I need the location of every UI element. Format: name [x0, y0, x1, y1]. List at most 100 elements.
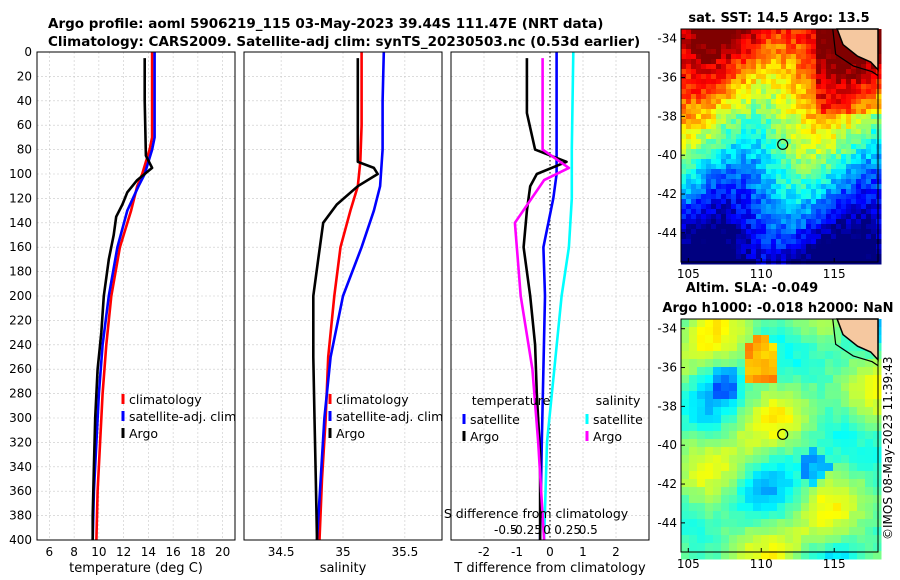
map-cell	[701, 34, 707, 40]
map-cell	[811, 234, 817, 240]
map-cell	[716, 149, 722, 155]
map-cell	[771, 44, 777, 50]
map-cell	[851, 254, 857, 260]
map-cell	[866, 94, 872, 100]
map-cell	[809, 479, 818, 488]
map-cell	[745, 383, 754, 392]
map-cell	[771, 109, 777, 115]
map-cell	[777, 503, 786, 512]
map-cell	[686, 69, 692, 75]
map-cell	[705, 495, 714, 504]
map-cell	[841, 139, 847, 145]
map-cell	[686, 229, 692, 235]
map-cell	[796, 184, 802, 190]
map-cell	[691, 49, 697, 55]
map-cell	[716, 34, 722, 40]
map-cell	[736, 214, 742, 220]
map-cell	[831, 49, 837, 55]
map-cell	[761, 383, 770, 392]
map-cell	[706, 64, 712, 70]
map-cell	[871, 239, 877, 245]
map-cell	[781, 49, 787, 55]
map-cell	[756, 139, 762, 145]
map-cell	[697, 407, 706, 416]
map-cell	[697, 327, 706, 336]
map-cell	[811, 184, 817, 190]
map-cell	[736, 69, 742, 75]
map-cell	[697, 511, 706, 520]
difference-panel: -2 -1 0 1 2T difference from climatologytemp…	[444, 51, 650, 576]
map-cell	[756, 89, 762, 95]
map-cell	[711, 54, 717, 60]
map-cell	[705, 391, 714, 400]
map-cell	[706, 174, 712, 180]
y-tick-label: 160	[9, 240, 32, 254]
map-cell	[871, 174, 877, 180]
map-cell	[737, 471, 746, 480]
map-cell	[791, 64, 797, 70]
map-cell	[745, 319, 754, 328]
map-cell	[713, 527, 722, 536]
map-cell	[721, 159, 727, 165]
map-cell	[821, 194, 827, 200]
map-cell	[831, 109, 837, 115]
map-cell	[865, 495, 874, 504]
map-cell	[745, 431, 754, 440]
map-cell	[861, 194, 867, 200]
map-cell	[776, 64, 782, 70]
map-cell	[766, 114, 772, 120]
map-cell	[811, 139, 817, 145]
map-cell	[751, 179, 757, 185]
map-cell	[816, 219, 822, 225]
map-cell	[696, 64, 702, 70]
map-cell	[796, 104, 802, 110]
map-cell	[866, 239, 872, 245]
map-cell	[861, 174, 867, 180]
map-cell	[696, 169, 702, 175]
map-cell	[745, 447, 754, 456]
map-cell	[769, 479, 778, 488]
map-cell	[691, 44, 697, 50]
map-cell	[689, 335, 698, 344]
map-cell	[761, 543, 770, 552]
map-cell	[776, 159, 782, 165]
map-cell	[857, 551, 866, 560]
map-cell	[781, 159, 787, 165]
map-cell	[756, 44, 762, 50]
map-cell	[876, 174, 882, 180]
map-cell	[697, 527, 706, 536]
map-cell	[741, 124, 747, 130]
map-cell	[871, 219, 877, 225]
map-cell	[726, 219, 732, 225]
map-cell	[741, 239, 747, 245]
map-cell	[849, 367, 858, 376]
map-cell	[761, 431, 770, 440]
map-cell	[811, 64, 817, 70]
map-cell	[865, 471, 874, 480]
map-cell	[751, 79, 757, 85]
map-cell	[756, 29, 762, 35]
map-cell	[736, 159, 742, 165]
map-cell	[846, 149, 852, 155]
map-cell	[826, 69, 832, 75]
map-cell	[841, 244, 847, 250]
map-cell	[873, 407, 882, 416]
map-cell	[686, 39, 692, 45]
map-cell	[776, 224, 782, 230]
map-cell	[726, 224, 732, 230]
map-cell	[865, 535, 874, 544]
map-cell	[826, 149, 832, 155]
map-cell	[721, 359, 730, 368]
series-line-salinity-argo	[513, 58, 571, 541]
map-cell	[746, 34, 752, 40]
map-cell	[689, 383, 698, 392]
map-cell	[721, 431, 730, 440]
map-cell	[873, 431, 882, 440]
map-cell	[776, 114, 782, 120]
map-cell	[716, 219, 722, 225]
map-cell	[781, 44, 787, 50]
map-cell	[721, 343, 730, 352]
map-cell	[793, 407, 802, 416]
map-cell	[746, 199, 752, 205]
